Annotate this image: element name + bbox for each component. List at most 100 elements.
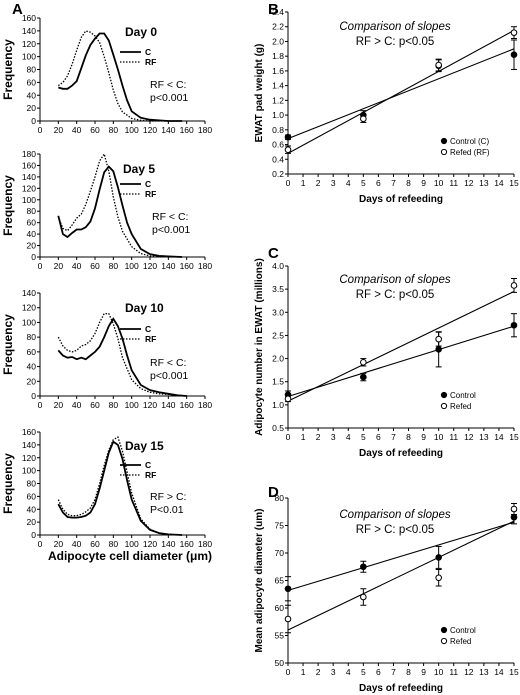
panel-c-x-tick-label: 9 — [421, 432, 426, 442]
panel-a-x-tick-label: 180 — [198, 125, 212, 135]
panel-a2-x-tick-label: 0 — [38, 261, 43, 271]
panel-a2-x-tick-label: 20 — [54, 261, 64, 271]
panel-a3-legend-rf-label: RF — [145, 334, 156, 344]
panel-c-control-point — [510, 321, 518, 329]
panel-b-legend-refed-marker — [440, 148, 448, 156]
panel-d-comparison-title: Comparison of slopes — [339, 509, 450, 521]
panel-d-legend-control-label: Control — [450, 626, 476, 635]
panel-a-legend-c-label: C — [145, 47, 151, 57]
panel-a2-stat-annotation: RF < C: — [152, 211, 188, 223]
panel-b-x-tick-label: 4 — [346, 178, 351, 188]
panel-a4-x-tick-label: 60 — [90, 539, 100, 549]
panel-a2-x-tick-label: 100 — [125, 261, 139, 271]
panel-letter-c: C — [268, 245, 279, 262]
panel-c-x-tick-label: 12 — [464, 432, 474, 442]
panel-d-refed-point — [510, 505, 518, 513]
panel-a3-day-label: Day 10 — [125, 301, 164, 315]
panel-d-y-tick-label: 60 — [275, 603, 285, 613]
panel-a-y-tick-label: 0 — [31, 116, 36, 126]
panel-c-x-tick-label: 0 — [286, 432, 291, 442]
panel-a2-x-tick-label: 180 — [198, 261, 212, 271]
panel-d-y-tick-label: 70 — [275, 548, 285, 558]
panel-a4-y-tick-label: 160 — [22, 427, 36, 437]
panel-d-control-point — [284, 585, 292, 593]
panel-c-x-tick-label: 2 — [316, 432, 321, 442]
panel-b-refed-fit-line — [287, 29, 515, 154]
panel-a-y-axis-title: Frequency — [1, 39, 15, 100]
panel-a-y-tick-label: 60 — [27, 77, 37, 87]
panel-letter-d: D — [268, 484, 279, 501]
panel-a3-x-tick-label: 40 — [72, 400, 82, 410]
panel-a-x-tick-label: 80 — [109, 125, 119, 135]
panel-b-y-tick-label: 1.4 — [272, 81, 284, 91]
panel-a2-series-rf — [57, 152, 183, 258]
panel-a2-x-tick-label: 80 — [109, 261, 119, 271]
panel-a3-y-tick-label: 100 — [22, 317, 36, 327]
panel-a-series-c — [58, 32, 183, 122]
panel-a2-y-axis-title: Frequency — [1, 175, 15, 236]
panel-a4-x-tick-label: 20 — [54, 539, 64, 549]
panel-b-y-tick-label: 0.6 — [272, 140, 284, 150]
panel-c-y-tick-label: 3.0 — [272, 307, 284, 317]
panel-b-y-tick-label: 2.2 — [272, 22, 284, 32]
panel-d-x-tick-label: 15 — [509, 667, 519, 677]
panel-a-stat-annotation: p<0.001 — [150, 92, 188, 104]
panel-a3-x-tick-label: 160 — [180, 400, 194, 410]
panel-c-x-tick-label: 1 — [301, 432, 306, 442]
panel-b-y-tick-label: 1.0 — [272, 110, 284, 120]
panel-b-control-point — [284, 133, 292, 141]
panel-b-refed-point — [284, 146, 292, 153]
panel-c-y-axis-title: Adipocyte number in EWAT (millions) — [254, 258, 265, 436]
panel-a-chart: 0 20 40 60 80 100 120 140 160 0 20 40 60 80 100 120 140 1… — [1, 13, 212, 135]
left-x-axis-title: Adipocyte cell diameter (μm) — [48, 549, 212, 563]
panel-a-x-tick-label: 60 — [90, 125, 100, 135]
panel-a-stat-annotation: RF < C: — [150, 79, 186, 91]
panel-c-y-tick-label: 3.5 — [272, 284, 284, 294]
panel-a2-legend-c-label: C — [145, 179, 151, 189]
panel-d-x-tick-label: 5 — [361, 667, 366, 677]
panel-a3-x-tick-label: 60 — [90, 400, 100, 410]
panel-d-control-point — [510, 513, 518, 521]
panel-b-x-tick-label: 14 — [494, 178, 504, 188]
panel-c-x-tick-label: 10 — [434, 432, 444, 442]
panel-a-y-tick-label: 40 — [27, 90, 37, 100]
panel-b-x-tick-label: 8 — [406, 178, 411, 188]
panel-c-x-tick-label: 4 — [346, 432, 351, 442]
panel-a2-y-tick-label: 80 — [27, 206, 37, 216]
panel-a4-y-tick-label: 100 — [22, 466, 36, 476]
panel-b-x-tick-label: 7 — [391, 178, 396, 188]
panel-b-x-tick-label: 0 — [286, 178, 291, 188]
panel-b-y-tick-label: 0.4 — [272, 154, 284, 164]
panel-b-y-tick-label: 0.8 — [272, 125, 284, 135]
panel-a-y-tick-label: 80 — [27, 65, 37, 75]
panel-a2-x-tick-label: 120 — [143, 261, 157, 271]
panel-a3-x-tick-label: 100 — [125, 400, 139, 410]
panel-b-x-axis-title: Days of refeeding — [359, 194, 443, 205]
panel-c-x-tick-label: 7 — [391, 432, 396, 442]
panel-a3-y-tick-label: 140 — [22, 288, 36, 298]
panel-c-comparison-result: RF > C: p<0.05 — [356, 289, 435, 301]
panel-c-control-point — [435, 346, 442, 353]
panel-c-y-tick-label: 4.0 — [272, 261, 284, 271]
panel-a4-y-tick-label: 80 — [27, 479, 37, 489]
panel-a2-y-tick-label: 60 — [27, 218, 37, 228]
panel-c-refed-point — [284, 395, 292, 403]
panel-d-x-tick-label: 4 — [346, 667, 351, 677]
panel-b-y-tick-label: 0.2 — [272, 169, 284, 179]
panel-c-y-tick-label: 1.0 — [272, 400, 284, 410]
panel-a2-y-tick-label: 20 — [27, 241, 37, 251]
panel-b-x-tick-label: 2 — [316, 178, 321, 188]
panel-d-refed-point — [435, 574, 442, 582]
panel-c-legend-refed-marker — [440, 402, 448, 410]
panel-c-x-tick-label: 11 — [449, 432, 458, 442]
panel-a4-x-tick-label: 40 — [72, 539, 82, 549]
panel-a-legend-rf-label: RF — [145, 57, 156, 67]
panel-a2-day-label: Day 5 — [123, 162, 155, 176]
panel-d-legend-refed-label: Refed — [450, 637, 471, 646]
panel-d-x-tick-label: 2 — [316, 667, 321, 677]
panel-a2-y-tick-label: 40 — [27, 229, 37, 239]
panel-d-x-tick-label: 8 — [406, 667, 411, 677]
panel-c-refed-point — [435, 335, 442, 343]
